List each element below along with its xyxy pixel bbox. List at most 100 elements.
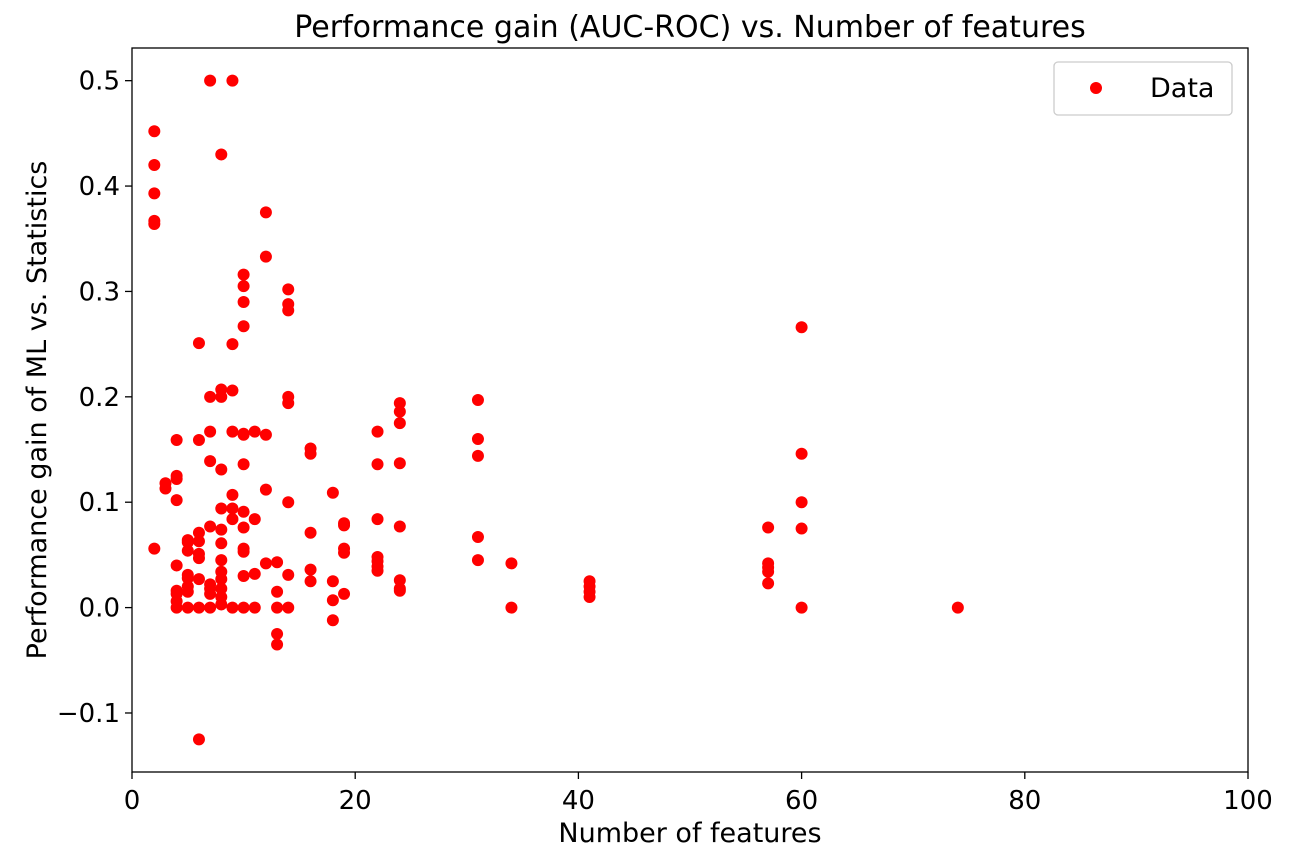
data-point xyxy=(371,425,384,438)
data-point xyxy=(371,564,384,577)
data-point xyxy=(259,250,272,263)
data-point xyxy=(215,148,228,161)
data-point xyxy=(226,74,239,87)
data-point xyxy=(304,447,317,460)
data-point xyxy=(181,544,194,557)
data-point xyxy=(271,585,284,598)
data-point xyxy=(248,601,261,614)
data-point xyxy=(471,393,484,406)
data-points xyxy=(148,74,964,746)
data-point xyxy=(226,338,239,351)
data-point xyxy=(181,572,194,585)
data-point xyxy=(237,320,250,333)
data-point xyxy=(326,594,339,607)
data-point xyxy=(226,502,239,515)
data-point xyxy=(215,502,228,515)
data-point xyxy=(393,520,406,533)
data-point xyxy=(170,559,183,572)
data-point xyxy=(192,573,205,586)
data-point xyxy=(204,520,217,533)
data-point xyxy=(215,390,228,403)
data-point xyxy=(192,601,205,614)
data-point xyxy=(795,447,808,460)
data-point xyxy=(271,556,284,569)
data-point xyxy=(505,557,518,570)
data-point xyxy=(271,638,284,651)
y-tick-label: 0.0 xyxy=(79,594,120,624)
data-point xyxy=(215,573,228,586)
data-point xyxy=(192,552,205,565)
y-axis-label: Performance gain of ML vs. Statistics xyxy=(22,161,53,660)
data-point xyxy=(237,268,250,281)
data-point xyxy=(393,417,406,430)
data-point xyxy=(393,397,406,410)
data-point xyxy=(304,563,317,576)
x-tick-label: 60 xyxy=(785,786,818,816)
data-point xyxy=(192,526,205,539)
data-point xyxy=(271,601,284,614)
data-point xyxy=(237,458,250,471)
data-point xyxy=(226,488,239,501)
data-point xyxy=(226,601,239,614)
chart-title: Performance gain (AUC-ROC) vs. Number of… xyxy=(294,10,1085,45)
data-point xyxy=(215,537,228,550)
data-point xyxy=(215,463,228,476)
data-point xyxy=(226,425,239,438)
data-point xyxy=(393,584,406,597)
legend-box xyxy=(1053,61,1233,116)
y-axis-ticks: −0.1 0.0 0.1 0.2 0.3 0.4 0.5 xyxy=(57,67,132,729)
data-point xyxy=(282,397,295,410)
data-point xyxy=(762,565,775,578)
data-point xyxy=(204,587,217,600)
data-point xyxy=(471,554,484,567)
x-tick-label: 40 xyxy=(562,786,595,816)
data-point xyxy=(338,519,351,532)
data-point xyxy=(215,523,228,536)
data-point xyxy=(204,455,217,468)
data-point xyxy=(393,574,406,587)
y-tick-label: 0.5 xyxy=(79,67,120,97)
data-point xyxy=(148,187,161,200)
data-point xyxy=(371,458,384,471)
legend: Data xyxy=(1053,61,1233,116)
data-point xyxy=(170,601,183,614)
data-point xyxy=(148,125,161,138)
data-point xyxy=(393,405,406,418)
data-point xyxy=(148,217,161,230)
data-point xyxy=(282,304,295,317)
data-point xyxy=(762,577,775,590)
data-point xyxy=(215,582,228,595)
data-point xyxy=(951,601,964,614)
y-tick-label: 0.4 xyxy=(79,172,120,202)
data-point xyxy=(259,483,272,496)
data-point xyxy=(282,283,295,296)
data-point xyxy=(505,601,518,614)
data-point xyxy=(237,428,250,441)
data-point xyxy=(192,434,205,447)
data-point xyxy=(237,295,250,308)
data-point xyxy=(204,74,217,87)
data-point xyxy=(471,432,484,445)
data-point xyxy=(393,457,406,470)
data-point xyxy=(795,522,808,535)
x-tick-label: 80 xyxy=(1008,786,1041,816)
legend-marker xyxy=(1090,82,1102,94)
data-point xyxy=(248,425,261,438)
data-point xyxy=(204,390,217,403)
data-point xyxy=(371,513,384,526)
data-point xyxy=(237,601,250,614)
data-point xyxy=(226,513,239,526)
data-point xyxy=(282,496,295,509)
data-point xyxy=(237,505,250,518)
data-point xyxy=(326,614,339,627)
x-tick-label: 20 xyxy=(339,786,372,816)
data-point xyxy=(148,542,161,555)
data-point xyxy=(326,575,339,588)
data-point xyxy=(148,158,161,171)
data-point xyxy=(204,601,217,614)
data-point xyxy=(338,587,351,600)
data-point xyxy=(326,486,339,499)
data-point xyxy=(237,569,250,582)
legend-label: Data xyxy=(1150,73,1214,104)
